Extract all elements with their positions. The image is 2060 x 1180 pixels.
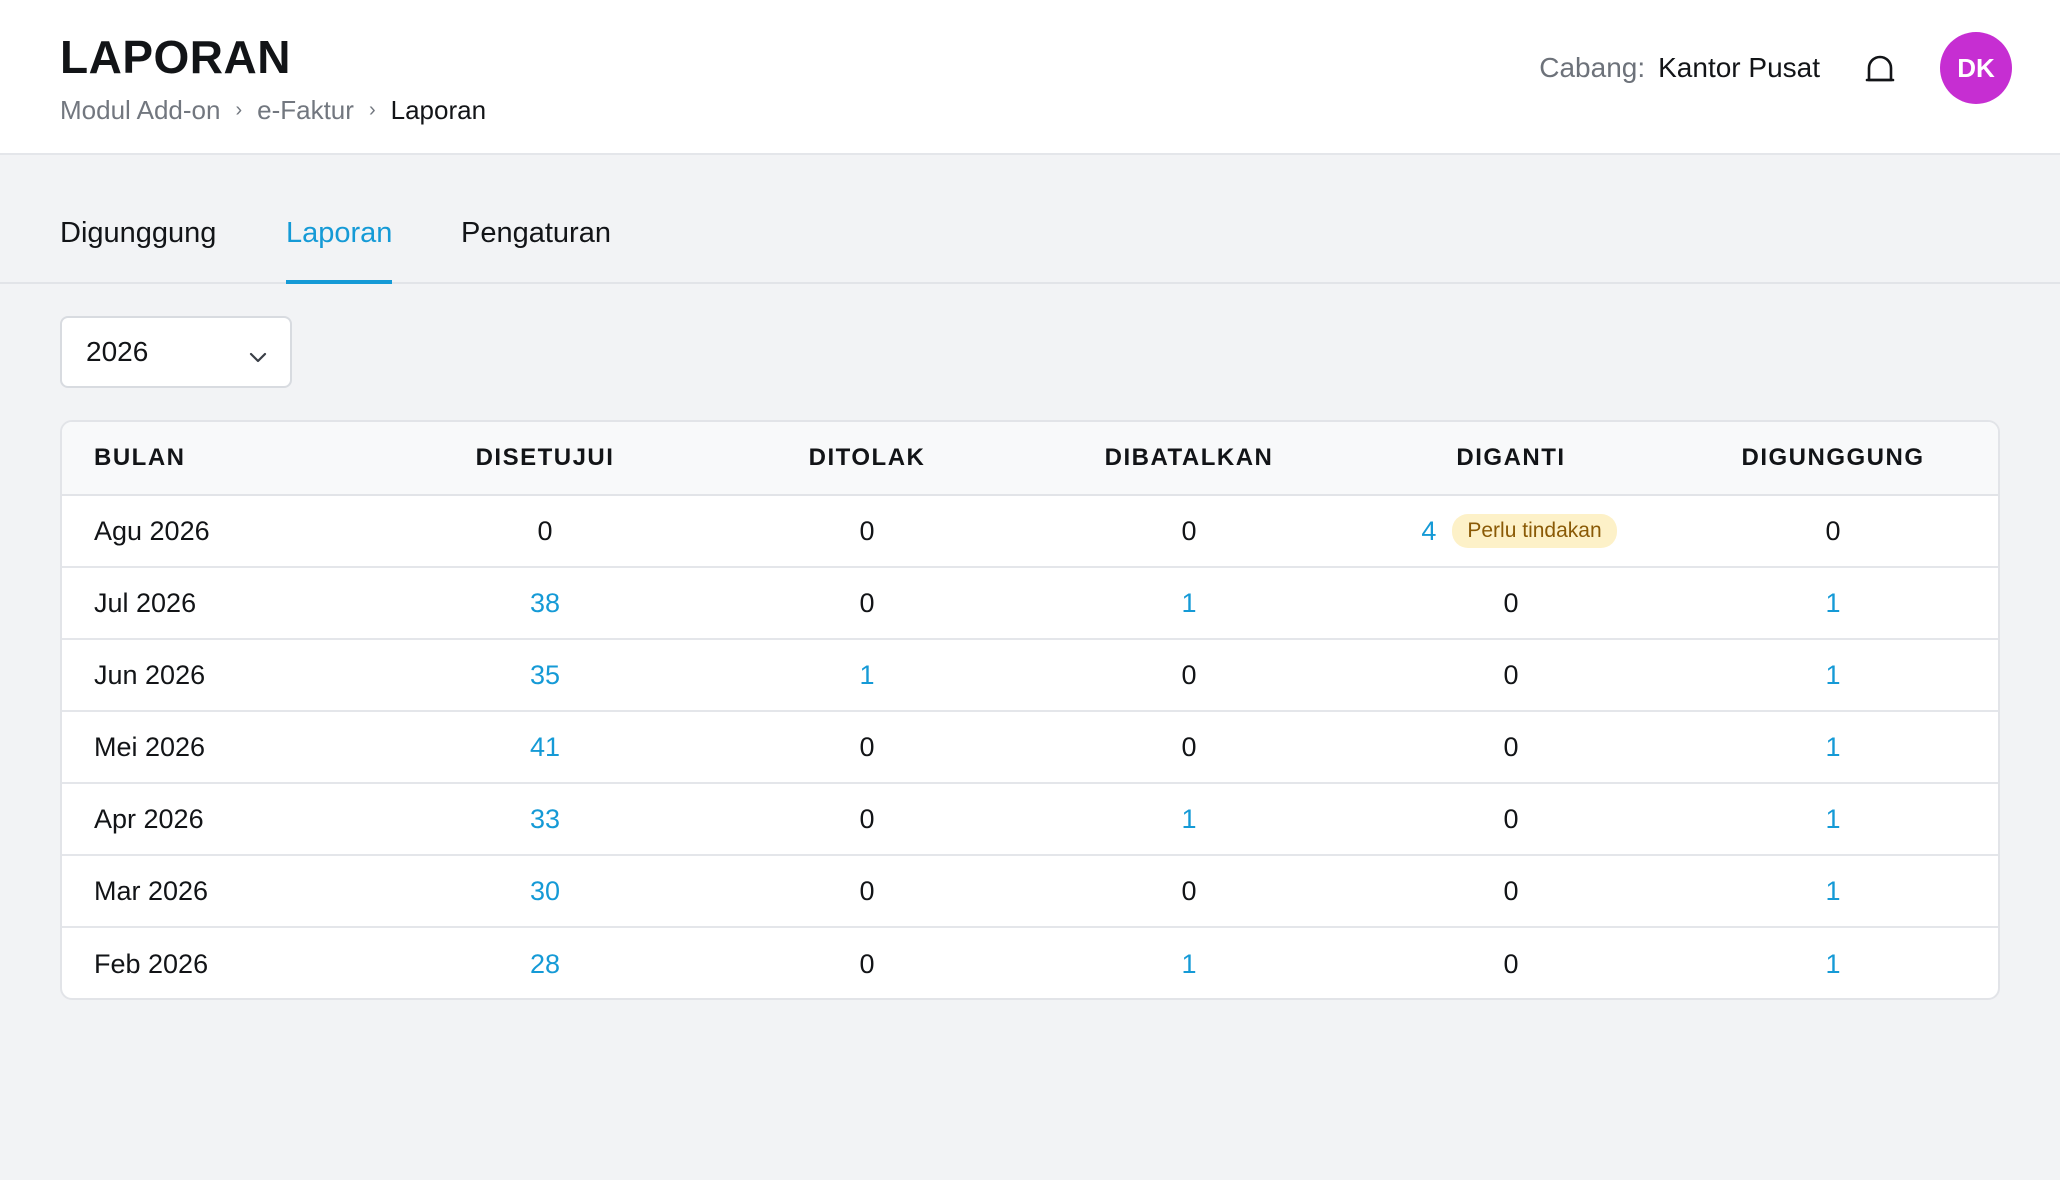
disetujui-cell: 0 [537, 515, 553, 546]
tab-bar: Digunggung Laporan Pengaturan [0, 155, 2060, 284]
ditolak-cell: 0 [859, 515, 875, 546]
report-table: BULAN DISETUJUI DITOLAK DIBATALKAN DIGAN… [60, 420, 2000, 1000]
digunggung-link[interactable]: 1 [1825, 948, 1841, 979]
column-header-dibatalkan: DIBATALKAN [1104, 444, 1274, 471]
table-row: Apr 2026 33 0 1 0 1 [62, 784, 1998, 856]
tab-digunggung[interactable]: Digunggung [60, 217, 217, 249]
disetujui-link[interactable]: 33 [529, 803, 561, 834]
table-header: BULAN DISETUJUI DITOLAK DIBATALKAN DIGAN… [62, 422, 1998, 496]
diganti-cell: 0 [1503, 587, 1519, 618]
table-row: Agu 2026 0 0 0 4 Perlu tindakan 0 [62, 496, 1998, 568]
column-header-digunggung: DIGUNGGUNG [1741, 444, 1925, 471]
table-row: Mar 2026 30 0 0 0 1 [62, 856, 1998, 928]
month-cell: Feb 2026 [94, 948, 209, 979]
diganti-cell: 0 [1503, 948, 1519, 979]
ditolak-cell: 0 [859, 731, 875, 762]
disetujui-link[interactable]: 28 [529, 948, 561, 979]
table-row: Mei 2026 41 0 0 0 1 [62, 712, 1998, 784]
breadcrumb-item-modul[interactable]: Modul Add-on [60, 95, 221, 125]
dibatalkan-cell: 0 [1181, 515, 1197, 546]
ditolak-cell: 0 [859, 587, 875, 618]
disetujui-link[interactable]: 38 [529, 587, 561, 618]
top-header: LAPORAN Modul Add-on › e-Faktur › Lapora… [0, 0, 2060, 155]
dibatalkan-link[interactable]: 1 [1181, 948, 1197, 979]
table-row: Feb 2026 28 0 1 0 1 [62, 928, 1998, 998]
tab-pengaturan[interactable]: Pengaturan [461, 217, 611, 249]
ditolak-cell: 0 [859, 803, 875, 834]
diganti-cell: 0 [1503, 659, 1519, 690]
column-header-bulan: BULAN [94, 444, 186, 471]
year-select-value: 2026 [86, 336, 149, 367]
avatar[interactable]: DK [1940, 32, 2012, 104]
dibatalkan-link[interactable]: 1 [1181, 587, 1197, 618]
dibatalkan-cell: 0 [1181, 659, 1197, 690]
branch-label: Cabang: [1539, 52, 1646, 83]
page-title: LAPORAN [60, 31, 291, 83]
diganti-cell: 0 [1503, 803, 1519, 834]
branch-selector[interactable]: Cabang: Kantor Pusat [1539, 52, 1820, 84]
column-header-disetujui: DISETUJUI [475, 444, 615, 471]
month-cell: Apr 2026 [94, 803, 204, 834]
month-cell: Mar 2026 [94, 875, 209, 906]
chevron-down-icon [248, 342, 268, 374]
month-cell: Mei 2026 [94, 731, 206, 762]
breadcrumb-separator: › [235, 99, 243, 121]
digunggung-cell: 0 [1825, 515, 1841, 546]
diganti-cell: 0 [1503, 875, 1519, 906]
disetujui-link[interactable]: 35 [529, 659, 561, 690]
dibatalkan-cell: 0 [1181, 875, 1197, 906]
year-select[interactable]: 2026 [60, 316, 292, 388]
table-row: Jun 2026 35 1 0 0 1 [62, 640, 1998, 712]
status-badge: Perlu tindakan [1452, 514, 1617, 548]
breadcrumb-separator: › [368, 99, 376, 121]
column-header-ditolak: DITOLAK [808, 444, 926, 471]
breadcrumb-item-efaktur[interactable]: e-Faktur [257, 95, 354, 125]
table-row: Jul 2026 38 0 1 0 1 [62, 568, 1998, 640]
dibatalkan-link[interactable]: 1 [1181, 803, 1197, 834]
diganti-cell: 4 Perlu tindakan [1350, 514, 1672, 548]
digunggung-link[interactable]: 1 [1825, 659, 1841, 690]
tab-laporan[interactable]: Laporan [286, 217, 393, 284]
breadcrumb-item-current: Laporan [390, 95, 487, 125]
ditolak-link[interactable]: 1 [859, 659, 875, 690]
digunggung-link[interactable]: 1 [1825, 731, 1841, 762]
ditolak-cell: 0 [859, 875, 875, 906]
digunggung-link[interactable]: 1 [1825, 803, 1841, 834]
ditolak-cell: 0 [859, 948, 875, 979]
digunggung-link[interactable]: 1 [1825, 875, 1841, 906]
diganti-cell: 0 [1503, 731, 1519, 762]
month-cell: Jun 2026 [94, 659, 206, 690]
bell-icon[interactable] [1860, 50, 1900, 90]
dibatalkan-cell: 0 [1181, 731, 1197, 762]
month-cell: Jul 2026 [94, 587, 197, 618]
breadcrumb: Modul Add-on › e-Faktur › Laporan [60, 95, 486, 126]
column-header-diganti: DIGANTI [1456, 444, 1566, 471]
digunggung-link[interactable]: 1 [1825, 587, 1841, 618]
month-cell: Agu 2026 [94, 515, 210, 546]
branch-value[interactable]: Kantor Pusat [1658, 52, 1820, 83]
disetujui-link[interactable]: 30 [529, 875, 561, 906]
disetujui-link[interactable]: 41 [529, 731, 561, 762]
diganti-link[interactable]: 4 [1421, 515, 1437, 546]
